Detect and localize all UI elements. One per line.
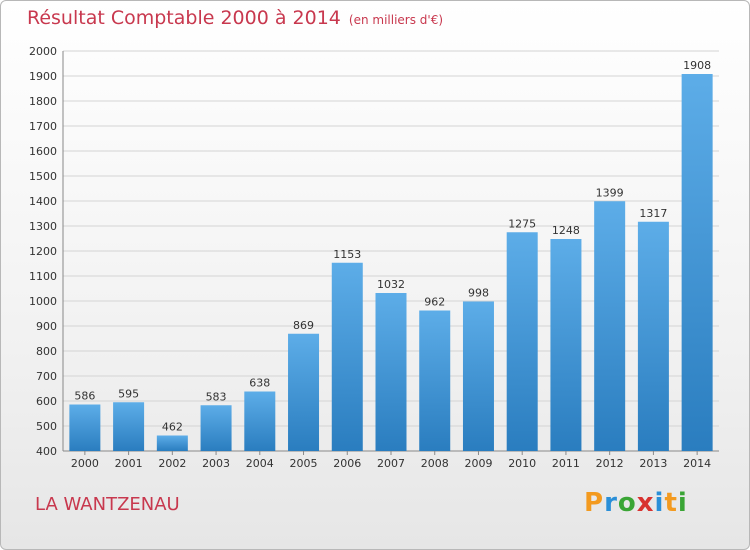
bar-2005 xyxy=(288,333,320,451)
data-label-2009: 998 xyxy=(468,287,489,300)
data-label-2002: 462 xyxy=(162,421,183,434)
y-tick-label: 700 xyxy=(36,370,57,383)
y-tick-label: 2000 xyxy=(29,45,57,58)
data-label-2001: 595 xyxy=(118,387,139,400)
bar-2000 xyxy=(69,404,101,451)
y-tick-label: 400 xyxy=(36,445,57,458)
data-label-2006: 1153 xyxy=(333,248,361,261)
y-tick-label: 800 xyxy=(36,345,57,358)
logo-letter: P xyxy=(584,488,605,518)
y-tick-label: 1500 xyxy=(29,170,57,183)
y-tick-label: 500 xyxy=(36,420,57,433)
x-tick-label-2000: 2000 xyxy=(71,457,99,470)
y-tick-label: 1300 xyxy=(29,220,57,233)
bar-2007 xyxy=(375,293,407,451)
y-tick-label: 1200 xyxy=(29,245,57,258)
bar-2011 xyxy=(550,239,582,451)
x-tick-label-2001: 2001 xyxy=(115,457,143,470)
y-tick-label: 1100 xyxy=(29,270,57,283)
labels-layer: 400 500 600 700 800 900 1000 1100 1200 1300 1400 15… xyxy=(29,45,711,470)
bar-2003 xyxy=(200,405,232,451)
x-tick-label-2010: 2010 xyxy=(508,457,536,470)
y-tick-label: 600 xyxy=(36,395,57,408)
y-tick-label: 1900 xyxy=(29,70,57,83)
x-tick-label-2012: 2012 xyxy=(596,457,624,470)
bar-2001 xyxy=(113,402,145,451)
logo-letter: r xyxy=(604,488,618,518)
data-label-2011: 1248 xyxy=(552,224,580,237)
x-tick-label-2004: 2004 xyxy=(246,457,274,470)
y-tick-label: 1400 xyxy=(29,195,57,208)
x-tick-label-2003: 2003 xyxy=(202,457,230,470)
y-tick-label: 1600 xyxy=(29,145,57,158)
chart-subtitle: (en milliers d'€) xyxy=(348,13,444,27)
data-label-2004: 638 xyxy=(249,377,270,390)
x-tick-label-2002: 2002 xyxy=(158,457,186,470)
x-tick-label-2008: 2008 xyxy=(421,457,449,470)
bar-2002 xyxy=(156,435,188,451)
data-label-2010: 1275 xyxy=(508,217,536,230)
x-tick-label-2014: 2014 xyxy=(683,457,711,470)
x-tick-label-2011: 2011 xyxy=(552,457,580,470)
data-label-2003: 583 xyxy=(206,390,227,403)
data-label-2005: 869 xyxy=(293,319,314,332)
proxiti-logo: Proxiti xyxy=(584,488,688,518)
data-label-2007: 1032 xyxy=(377,278,405,291)
logo-letter: i xyxy=(677,488,688,518)
bar-2008 xyxy=(419,310,451,451)
x-tick-label-2007: 2007 xyxy=(377,457,405,470)
data-label-2013: 1317 xyxy=(639,207,667,220)
logo-letter: x xyxy=(636,488,655,518)
bar-2004 xyxy=(244,391,276,451)
x-tick-label-2005: 2005 xyxy=(290,457,318,470)
bar-2013 xyxy=(637,221,669,451)
logo-letter: t xyxy=(664,488,678,518)
bar-2006 xyxy=(331,262,363,451)
chart-title: Résultat Comptable 2000 à 2014 (en millie… xyxy=(27,7,443,29)
y-tick-label: 1000 xyxy=(29,295,57,308)
logo-letter: i xyxy=(654,488,665,518)
logo-letter: o xyxy=(617,488,637,518)
x-tick-label-2013: 2013 xyxy=(639,457,667,470)
data-label-2008: 962 xyxy=(424,296,445,309)
commune-name: LA WANTZENAU xyxy=(35,494,180,515)
data-label-2014: 1908 xyxy=(683,59,711,72)
chart-title-text: Résultat Comptable 2000 à 2014 xyxy=(27,7,341,29)
bar-2009 xyxy=(462,301,494,451)
data-label-2000: 586 xyxy=(74,390,95,403)
x-tick-label-2006: 2006 xyxy=(333,457,361,470)
y-tick-label: 1700 xyxy=(29,120,57,133)
bar-2010 xyxy=(506,232,538,451)
data-label-2012: 1399 xyxy=(596,186,624,199)
y-tick-label: 1800 xyxy=(29,95,57,108)
bar-2012 xyxy=(594,201,626,451)
bars-layer xyxy=(69,74,713,451)
x-tick-label-2009: 2009 xyxy=(464,457,492,470)
y-tick-label: 900 xyxy=(36,320,57,333)
bar-2014 xyxy=(681,74,713,451)
